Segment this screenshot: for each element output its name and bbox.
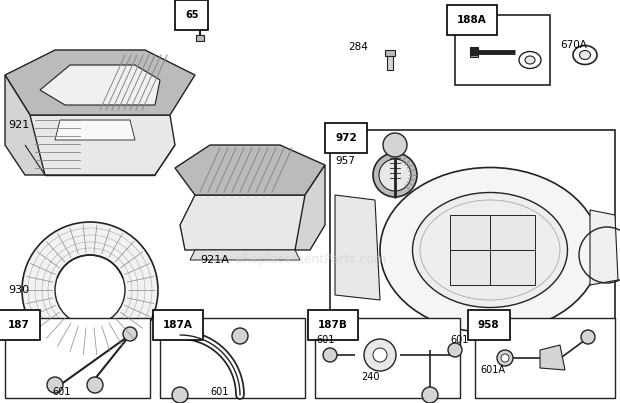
Circle shape [379, 159, 411, 191]
Polygon shape [590, 210, 618, 285]
Text: 240: 240 [361, 372, 379, 382]
Text: 187A: 187A [163, 320, 193, 330]
Text: 601: 601 [211, 387, 229, 397]
Text: 188A: 188A [457, 15, 487, 25]
Circle shape [172, 387, 188, 403]
Text: 601A: 601A [480, 365, 505, 375]
Circle shape [87, 377, 103, 393]
Circle shape [581, 330, 595, 344]
Text: 958: 958 [478, 320, 500, 330]
Bar [385, 50, 395, 56]
Ellipse shape [380, 168, 600, 332]
Text: 601: 601 [317, 335, 335, 345]
Polygon shape [40, 65, 160, 105]
Text: 187B: 187B [318, 320, 348, 330]
Ellipse shape [573, 46, 597, 64]
Text: 670A: 670A [560, 40, 587, 50]
Polygon shape [55, 120, 135, 140]
Circle shape [383, 133, 407, 157]
Polygon shape [540, 345, 565, 370]
Text: 921: 921 [8, 120, 29, 130]
Circle shape [422, 387, 438, 403]
Polygon shape [335, 195, 380, 300]
Circle shape [497, 350, 513, 366]
Text: 284: 284 [348, 42, 368, 52]
Bar [455, 15, 550, 85]
Bar [196, 35, 204, 41]
Circle shape [55, 255, 125, 325]
Circle shape [364, 339, 396, 371]
Polygon shape [5, 75, 45, 175]
Polygon shape [75, 355, 105, 365]
Bar [475, 318, 615, 398]
Circle shape [373, 348, 387, 362]
Text: 601: 601 [53, 387, 71, 397]
Text: 930: 930 [8, 285, 29, 295]
Circle shape [501, 354, 509, 362]
Polygon shape [190, 250, 300, 260]
Text: 187: 187 [8, 320, 30, 330]
Circle shape [47, 377, 63, 393]
Text: 921A: 921A [200, 255, 229, 265]
Circle shape [123, 327, 137, 341]
Circle shape [448, 343, 462, 357]
Circle shape [373, 153, 417, 197]
Text: eReplacementParts.com: eReplacementParts.com [234, 253, 386, 266]
Circle shape [232, 328, 248, 344]
Polygon shape [295, 165, 325, 250]
Text: 957: 957 [335, 156, 355, 166]
Bar [5, 318, 150, 398]
Circle shape [22, 222, 158, 358]
Bar [160, 318, 305, 398]
Polygon shape [175, 145, 325, 195]
Circle shape [323, 348, 337, 362]
Bar [387, 55, 393, 70]
Bar [330, 130, 615, 325]
Ellipse shape [412, 193, 567, 307]
Bar [470, 47, 478, 57]
Ellipse shape [525, 56, 535, 64]
Ellipse shape [519, 52, 541, 69]
Bar [315, 318, 460, 398]
Polygon shape [180, 195, 310, 250]
Text: 65: 65 [185, 10, 198, 20]
Polygon shape [450, 215, 535, 285]
Text: 601: 601 [450, 335, 468, 345]
Ellipse shape [580, 50, 590, 60]
Text: 972: 972 [335, 133, 356, 143]
Polygon shape [5, 50, 195, 115]
Polygon shape [25, 115, 175, 175]
